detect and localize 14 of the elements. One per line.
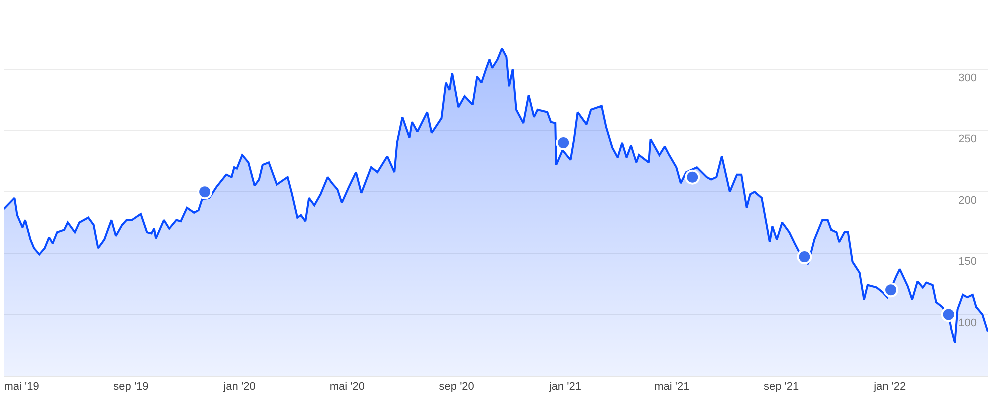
y-tick-label: 150 <box>958 256 977 268</box>
y-tick-label: 100 <box>958 318 977 330</box>
x-tick-label: sep '19 <box>114 381 149 394</box>
x-tick-label: sep '21 <box>764 381 800 394</box>
x-tick-label: jan '20 <box>222 381 256 394</box>
x-tick-label: mai '19 <box>4 381 40 394</box>
y-tick-label: 300 <box>958 72 977 84</box>
x-tick-label: jan '21 <box>548 381 582 394</box>
x-tick-label: mai '21 <box>654 381 690 394</box>
x-tick-label: jan '22 <box>873 381 906 394</box>
x-tick-label: mai '20 <box>330 381 365 394</box>
x-tick-label: sep '20 <box>439 381 474 394</box>
y-tick-label: 200 <box>958 194 977 207</box>
y-tick-label: 250 <box>958 134 977 146</box>
